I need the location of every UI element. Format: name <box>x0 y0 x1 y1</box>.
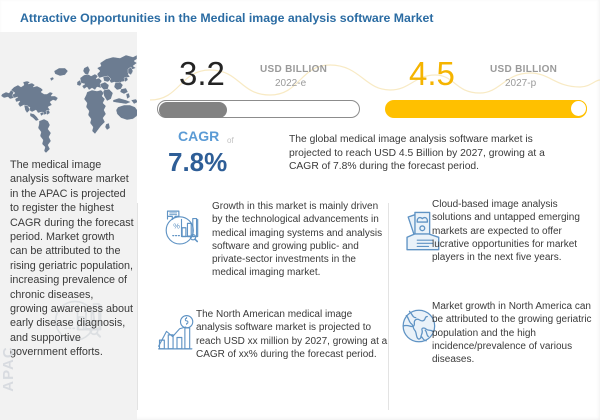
svg-text:%: % <box>173 222 180 231</box>
